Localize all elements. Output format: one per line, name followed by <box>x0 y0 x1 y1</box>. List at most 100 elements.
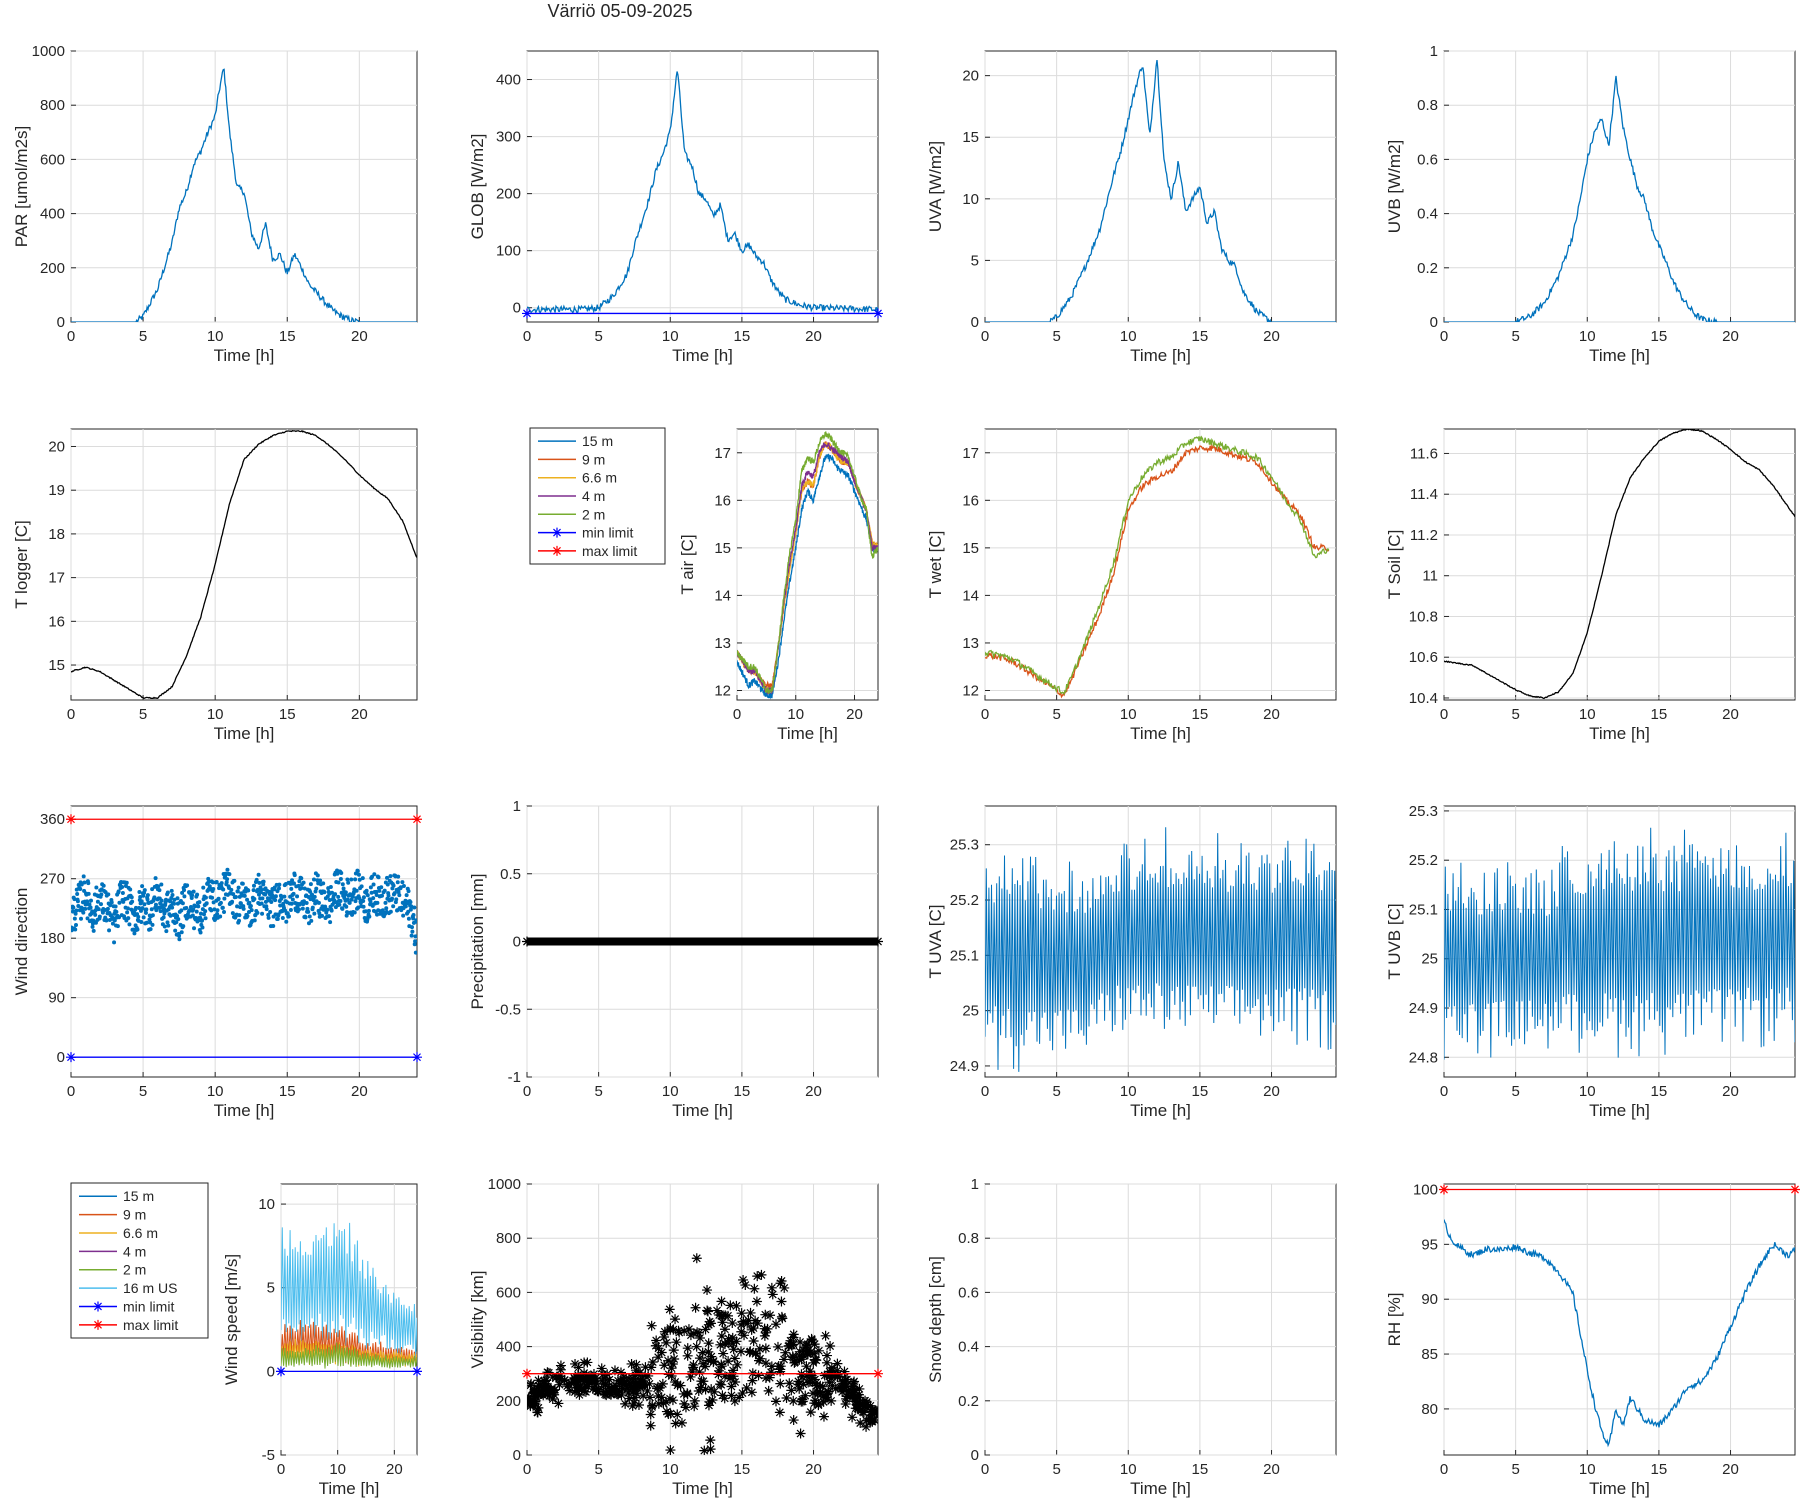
data-point <box>661 1406 672 1417</box>
data-point <box>865 1413 876 1424</box>
data-point <box>735 1346 746 1357</box>
data-point <box>527 1401 536 1412</box>
data-point <box>583 1381 594 1392</box>
data-point <box>527 1380 536 1391</box>
data-point <box>73 927 78 932</box>
y-tick-label: 10.8 <box>1409 608 1438 625</box>
data-point <box>839 1378 850 1389</box>
data-point <box>617 1377 628 1388</box>
x-tick-label: 20 <box>1722 706 1739 723</box>
data-point <box>809 1374 820 1385</box>
data-point <box>88 905 93 910</box>
data-point <box>371 896 376 901</box>
data-point <box>630 1370 641 1381</box>
x-tick-label: 0 <box>67 328 75 345</box>
data-point <box>261 879 266 884</box>
y-tick-label: 19 <box>48 482 65 499</box>
x-tick-label: 0 <box>981 328 989 345</box>
x-tick-label: 15 <box>1192 1083 1209 1100</box>
y-tick-label: 1000 <box>488 1176 521 1193</box>
data-point <box>669 1354 680 1364</box>
legend-marker <box>93 1301 103 1312</box>
data-point <box>248 904 253 909</box>
data-point <box>707 1394 718 1405</box>
data-point <box>832 1365 843 1376</box>
limit-marker <box>412 1366 422 1377</box>
data-point <box>590 1384 601 1395</box>
y-tick-label: 25.2 <box>1409 852 1438 869</box>
data-point <box>366 908 371 913</box>
y-tick-label: 11.2 <box>1410 527 1438 544</box>
data-point <box>732 1359 743 1370</box>
data-point <box>375 912 380 917</box>
data-point <box>374 893 379 898</box>
data-point <box>773 1360 784 1371</box>
x-tick-label: 0 <box>1440 1083 1448 1100</box>
x-tick-label: 15 <box>1651 1083 1668 1100</box>
data-point <box>656 1392 667 1403</box>
data-point <box>202 912 207 917</box>
figure-title: Värriö 05-09-2025 <box>547 1 692 21</box>
data-point <box>623 1373 634 1384</box>
y-tick-label: 300 <box>496 129 521 146</box>
series-group <box>1444 75 1795 322</box>
data-point <box>312 911 317 916</box>
limit-marker <box>412 1052 422 1063</box>
legend-box <box>70 1182 209 1339</box>
data-point <box>176 917 181 922</box>
data-point <box>763 1385 774 1396</box>
data-point <box>357 877 362 882</box>
data-point <box>247 900 252 905</box>
data-point <box>292 873 297 878</box>
data-point <box>850 1390 861 1401</box>
data-point <box>538 1390 549 1401</box>
data-point <box>109 900 114 905</box>
x-tick-label: 5 <box>139 706 147 723</box>
y-tick-label: 100 <box>496 243 521 260</box>
data-point <box>218 900 223 905</box>
data-point <box>338 898 343 903</box>
axes-twet: 0 5 10 15 20 12 13 14 15 16 17 Time [h] T wet [C] <box>926 428 1337 743</box>
data-point <box>124 880 129 885</box>
data-point <box>404 893 409 898</box>
data-point <box>591 1378 602 1389</box>
data-point <box>149 907 154 912</box>
plot-area <box>984 50 1337 323</box>
x-tick-label: 10 <box>787 706 804 723</box>
data-point <box>363 909 368 914</box>
data-point <box>720 1339 731 1350</box>
data-point <box>843 1386 854 1397</box>
data-point <box>609 1365 620 1376</box>
data-point <box>753 1355 764 1366</box>
data-point <box>821 1357 832 1368</box>
data-point <box>841 1391 852 1402</box>
data-point <box>170 905 175 910</box>
data-point <box>263 892 268 897</box>
x-tick-label: 10 <box>1579 1461 1596 1478</box>
data-point <box>125 906 130 911</box>
data-point <box>406 916 411 921</box>
y-tick-label: 0 <box>971 1447 979 1464</box>
data-point <box>796 1396 807 1407</box>
x-tick-label: 0 <box>1440 706 1448 723</box>
data-point <box>861 1421 872 1432</box>
plot-area <box>70 805 418 1078</box>
data-point <box>309 918 314 923</box>
data-point <box>289 886 294 891</box>
data-point <box>627 1400 638 1411</box>
y-axis-label: T UVA [C] <box>926 904 945 978</box>
data-point <box>330 890 335 895</box>
data-point <box>705 1435 716 1446</box>
data-point <box>328 920 333 925</box>
data-point <box>112 940 117 945</box>
data-point <box>364 888 369 893</box>
data-point <box>410 925 415 930</box>
data-point <box>237 918 242 923</box>
data-point <box>813 1345 824 1356</box>
y-tick-label: 15 <box>962 540 979 557</box>
x-axis-label: Time [h] <box>214 346 275 365</box>
data-point <box>361 895 366 900</box>
legend-entry: 16 m US <box>123 1280 177 1296</box>
data-point <box>752 1271 763 1282</box>
data-point <box>337 902 342 907</box>
